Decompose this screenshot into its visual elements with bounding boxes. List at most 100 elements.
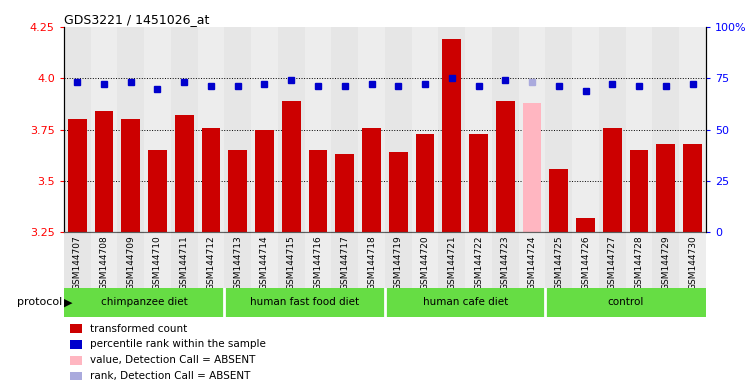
Bar <box>362 127 381 232</box>
Text: GSM144717: GSM144717 <box>340 235 349 290</box>
Text: GSM144715: GSM144715 <box>287 235 296 290</box>
Bar <box>603 127 622 232</box>
Bar <box>412 232 439 288</box>
Bar <box>389 152 408 232</box>
Bar <box>576 218 595 232</box>
Bar <box>331 27 358 232</box>
Bar <box>228 150 247 232</box>
Bar <box>572 27 599 232</box>
Bar <box>496 101 514 232</box>
Text: GSM144719: GSM144719 <box>394 235 403 290</box>
Bar <box>305 232 331 288</box>
Bar <box>679 27 706 232</box>
Bar <box>439 232 465 288</box>
Bar <box>653 27 679 232</box>
Text: GSM144714: GSM144714 <box>260 235 269 290</box>
Text: GSM144727: GSM144727 <box>608 235 617 290</box>
Bar <box>629 150 648 232</box>
Text: GSM144726: GSM144726 <box>581 235 590 290</box>
Text: percentile rank within the sample: percentile rank within the sample <box>89 339 265 349</box>
Bar <box>385 27 412 232</box>
Bar <box>442 39 461 232</box>
Bar <box>225 232 251 288</box>
FancyBboxPatch shape <box>71 356 82 364</box>
Bar <box>91 232 117 288</box>
Bar <box>523 103 541 232</box>
Bar <box>679 232 706 288</box>
Bar <box>175 115 194 232</box>
Bar <box>545 288 706 317</box>
Bar <box>415 134 434 232</box>
Bar <box>492 232 519 288</box>
Bar <box>656 144 675 232</box>
Bar <box>225 288 385 317</box>
Bar <box>278 232 305 288</box>
Text: GSM144720: GSM144720 <box>421 235 430 290</box>
FancyBboxPatch shape <box>71 372 82 381</box>
Text: human fast food diet: human fast food diet <box>250 297 359 308</box>
Bar <box>122 119 140 232</box>
Bar <box>225 27 251 232</box>
Text: GSM144707: GSM144707 <box>73 235 82 290</box>
Text: GSM144728: GSM144728 <box>635 235 644 290</box>
Bar <box>305 27 331 232</box>
Bar <box>599 27 626 232</box>
Bar <box>358 27 385 232</box>
Bar <box>465 232 492 288</box>
Bar <box>439 27 465 232</box>
Bar <box>626 232 653 288</box>
Text: transformed count: transformed count <box>89 324 187 334</box>
Bar <box>95 111 113 232</box>
Text: GSM144710: GSM144710 <box>153 235 162 290</box>
Bar <box>117 27 144 232</box>
Text: chimpanzee diet: chimpanzee diet <box>101 297 188 308</box>
Text: protocol: protocol <box>17 297 62 308</box>
Text: value, Detection Call = ABSENT: value, Detection Call = ABSENT <box>89 355 255 365</box>
Text: GDS3221 / 1451026_at: GDS3221 / 1451026_at <box>64 13 210 26</box>
Text: GSM144713: GSM144713 <box>234 235 243 290</box>
Bar <box>545 232 572 288</box>
Bar <box>251 232 278 288</box>
Bar <box>572 232 599 288</box>
Bar <box>91 27 117 232</box>
Bar <box>653 232 679 288</box>
Bar <box>385 288 545 317</box>
Bar <box>545 27 572 232</box>
Bar <box>64 232 91 288</box>
Bar <box>198 27 225 232</box>
Text: GSM144708: GSM144708 <box>99 235 108 290</box>
Bar <box>68 119 86 232</box>
Text: GSM144716: GSM144716 <box>313 235 322 290</box>
Text: GSM144711: GSM144711 <box>179 235 189 290</box>
Bar <box>519 27 545 232</box>
Text: GSM144709: GSM144709 <box>126 235 135 290</box>
Bar <box>144 232 170 288</box>
Bar <box>385 232 412 288</box>
Text: GSM144723: GSM144723 <box>501 235 510 290</box>
Bar <box>198 232 225 288</box>
Text: rank, Detection Call = ABSENT: rank, Detection Call = ABSENT <box>89 371 250 381</box>
Bar <box>171 27 198 232</box>
Bar <box>412 27 439 232</box>
Bar <box>336 154 354 232</box>
Bar <box>626 27 653 232</box>
Bar <box>278 27 305 232</box>
Bar <box>683 144 702 232</box>
Bar <box>171 232 198 288</box>
Bar <box>251 27 278 232</box>
Text: GSM144729: GSM144729 <box>662 235 671 290</box>
Text: GSM144721: GSM144721 <box>448 235 457 290</box>
Bar <box>599 232 626 288</box>
FancyBboxPatch shape <box>71 324 82 333</box>
Text: control: control <box>608 297 644 308</box>
Text: GSM144712: GSM144712 <box>207 235 216 290</box>
Bar <box>358 232 385 288</box>
Text: human cafe diet: human cafe diet <box>423 297 508 308</box>
Bar <box>201 127 220 232</box>
Bar <box>64 288 225 317</box>
Text: GSM144724: GSM144724 <box>527 235 536 290</box>
Bar <box>519 232 545 288</box>
Bar <box>282 101 300 232</box>
Text: GSM144722: GSM144722 <box>474 235 483 290</box>
Bar <box>465 27 492 232</box>
